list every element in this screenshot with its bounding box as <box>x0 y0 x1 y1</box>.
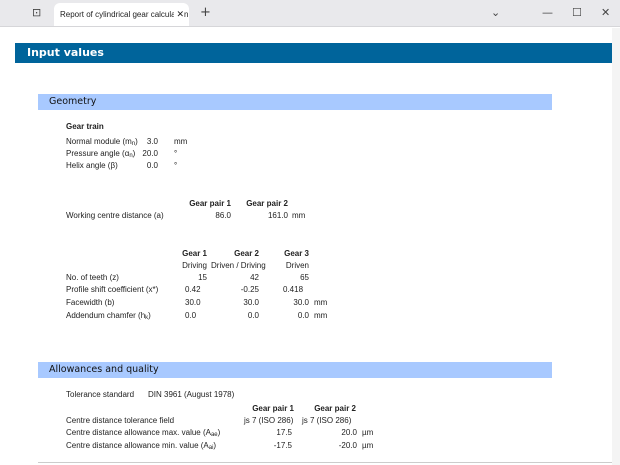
gear-role: Driven <box>285 261 309 270</box>
column-header: Gear pair 2 <box>246 199 288 208</box>
tolerance-standard-value: DIN 3961 (August 1978) <box>148 390 235 399</box>
column-header: Gear pair 1 <box>252 404 294 413</box>
maximize-icon[interactable]: ☐ <box>572 6 582 19</box>
gear-train-heading: Gear train <box>66 122 104 131</box>
section-geometry-heading: Geometry <box>38 94 552 110</box>
tab-report[interactable]: Report of cylindrical gear calculation ✕ <box>54 3 189 26</box>
minimize-icon[interactable]: — <box>542 6 553 19</box>
gear-role: Driving <box>182 261 207 270</box>
chevron-down-icon[interactable]: ⌄ <box>491 6 501 19</box>
gear-role: Driven / Driving <box>211 261 266 270</box>
divider <box>38 462 612 463</box>
column-header: Gear 3 <box>284 249 309 258</box>
column-header: Gear pair 2 <box>314 404 356 413</box>
tab-actions-icon[interactable]: ⊡ <box>32 6 42 19</box>
section-allowances-heading: Allowances and quality <box>38 362 552 378</box>
browser-tab-bar: ⊡ Report of cylindrical gear calculation… <box>0 0 620 27</box>
scrollbar[interactable] <box>612 28 620 465</box>
column-header: Gear pair 1 <box>189 199 231 208</box>
window-close-icon[interactable]: ✕ <box>601 6 611 19</box>
close-icon[interactable]: ✕ <box>174 3 184 26</box>
page-title: Input values <box>15 43 612 63</box>
column-header: Gear 1 <box>182 249 207 258</box>
column-header: Gear 2 <box>234 249 259 258</box>
new-tab-icon[interactable]: + <box>200 5 211 20</box>
tolerance-standard-label: Tolerance standard <box>66 390 135 399</box>
